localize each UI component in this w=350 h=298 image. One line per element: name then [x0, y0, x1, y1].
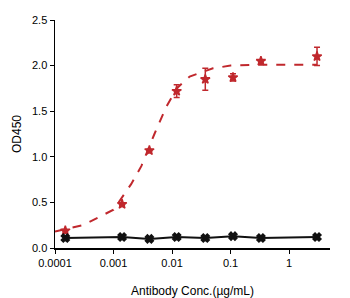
svg-text:0.5: 0.5: [32, 196, 47, 208]
svg-text:2.5: 2.5: [32, 14, 47, 26]
svg-text:2.0: 2.0: [32, 59, 47, 71]
svg-text:0.1: 0.1: [223, 257, 238, 269]
svg-text:1.0: 1.0: [32, 151, 47, 163]
svg-text:0.01: 0.01: [161, 257, 182, 269]
svg-text:0.001: 0.001: [100, 257, 128, 269]
svg-text:1: 1: [286, 257, 292, 269]
svg-text:0.0: 0.0: [32, 242, 47, 254]
svg-text:Antibody Conc.(µg/mL): Antibody Conc.(µg/mL): [131, 284, 254, 298]
svg-text:OD450: OD450: [10, 115, 24, 153]
svg-text:1.5: 1.5: [32, 105, 47, 117]
svg-text:0.0001: 0.0001: [38, 257, 72, 269]
